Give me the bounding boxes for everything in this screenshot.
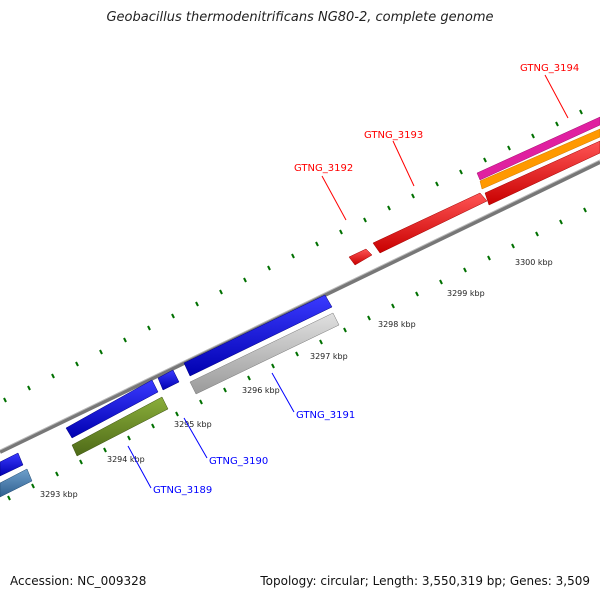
gene-arrow-olive[interactable]: [71, 396, 169, 457]
gene-label-GTNG_3190[interactable]: GTNG_3190: [209, 456, 268, 467]
leader-line: [271, 372, 295, 413]
accession-text: Accession: NC_009328: [10, 574, 147, 588]
kbp-label: 3300 kbp: [515, 258, 553, 267]
gene-arrow-orange[interactable]: [479, 128, 600, 190]
gene-arrow-GTNG_3193[interactable]: [372, 192, 488, 254]
genome-backbone: [0, 159, 600, 454]
kbp-label: 3296 kbp: [242, 386, 280, 395]
kbp-label: 3298 kbp: [378, 320, 416, 329]
leader-line: [392, 140, 415, 187]
gene-arrow-gray[interactable]: [189, 312, 340, 395]
leader-line: [544, 74, 569, 119]
gene-arrow-small-blue[interactable]: [157, 369, 180, 391]
gene-label-GTNG_3189[interactable]: GTNG_3189: [153, 485, 212, 496]
gene-arrow-steelblue[interactable]: [0, 468, 33, 498]
kbp-label: 3295 kbp: [174, 420, 212, 429]
gene-arrow-GTNG_3190[interactable]: [65, 379, 159, 439]
gene-arrow-GTNG_3191[interactable]: [183, 294, 333, 377]
leader-line: [183, 417, 208, 459]
genome-summary-text: Topology: circular; Length: 3,550,319 bp…: [260, 574, 590, 588]
map-title: Geobacillus thermodenitrificans NG80-2, …: [106, 10, 494, 25]
outer-tick-track: [3, 109, 583, 403]
gene-label-GTNG_3194[interactable]: GTNG_3194: [520, 63, 579, 74]
leader-line: [127, 445, 152, 489]
gene-arrow-GTNG_3194[interactable]: [484, 140, 600, 206]
kbp-label: 3294 kbp: [107, 455, 145, 464]
gene-label-GTNG_3191[interactable]: GTNG_3191: [296, 410, 355, 421]
leader-line: [321, 175, 347, 221]
gene-arrow-GTNG_3192[interactable]: [348, 248, 373, 266]
gene-label-GTNG_3193[interactable]: GTNG_3193: [364, 130, 423, 141]
gene-arrow-magenta[interactable]: [476, 116, 600, 181]
gene-label-GTNG_3192[interactable]: GTNG_3192: [294, 163, 353, 174]
gene-arrow-GTNG_3189[interactable]: [0, 452, 24, 477]
inner-tick-track: [7, 207, 587, 501]
kbp-label: 3297 kbp: [310, 352, 348, 361]
kbp-label: 3293 kbp: [40, 490, 78, 499]
kbp-label: 3299 kbp: [447, 289, 485, 298]
